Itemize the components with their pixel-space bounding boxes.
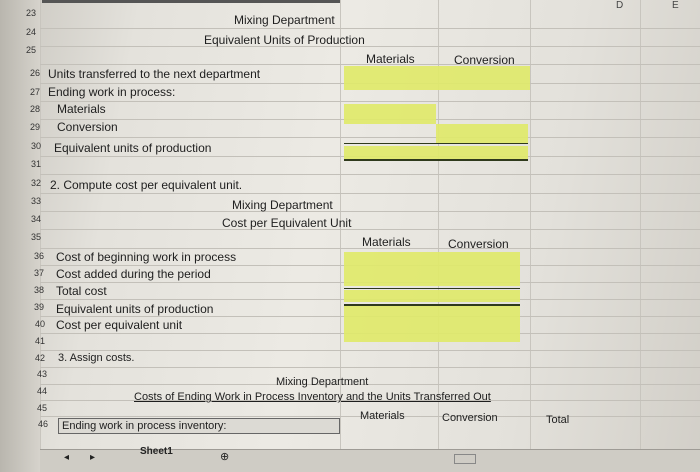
row-number[interactable]: 37 — [34, 268, 45, 278]
section2-materials-header: Materials — [362, 235, 411, 249]
sheet-tab-bar: ◂ ▸ Sheet1 ⊕ — [40, 446, 700, 472]
grid-hline — [40, 46, 700, 47]
row-label: Conversion — [57, 120, 118, 134]
grid-hline — [40, 367, 700, 368]
grid-hline — [40, 174, 700, 175]
grid-vline — [340, 0, 341, 472]
row-number[interactable]: 44 — [37, 386, 48, 396]
row-number-column — [0, 0, 40, 472]
row-number[interactable]: 30 — [31, 141, 42, 151]
row-number[interactable]: 41 — [35, 336, 46, 346]
row-number[interactable]: 42 — [35, 353, 46, 363]
grid-hline — [40, 384, 700, 385]
row-number[interactable]: 45 — [37, 403, 48, 413]
input-cell-ewip-conversion[interactable] — [436, 124, 528, 144]
total-underline — [344, 143, 528, 144]
row-number[interactable]: 35 — [31, 232, 42, 242]
input-cell-ewip-materials[interactable] — [344, 104, 436, 124]
grid-vline — [640, 0, 641, 472]
row-label: Equivalent units of production — [54, 141, 212, 155]
section1-subtitle: Equivalent Units of Production — [204, 33, 365, 47]
row-number[interactable]: 46 — [38, 419, 49, 429]
grid-vline — [40, 0, 41, 472]
row-number[interactable]: 25 — [26, 45, 37, 55]
total-cost-double-underline — [344, 304, 520, 306]
input-cells-total-cost[interactable] — [344, 290, 520, 302]
row-number[interactable]: 33 — [31, 196, 42, 206]
grid-hline — [40, 28, 700, 29]
row-number[interactable]: 26 — [30, 68, 41, 78]
row-label: Ending work in process: — [48, 85, 176, 99]
row-number[interactable]: 24 — [26, 27, 37, 37]
grid-hline — [40, 400, 700, 401]
row-label: Cost added during the period — [56, 267, 211, 281]
section2-title: Mixing Department — [232, 198, 333, 212]
section2-conversion-header: Conversion — [448, 237, 509, 251]
section1-conversion-header: Conversion — [454, 53, 515, 67]
grid-hline — [40, 211, 700, 212]
scrollbar-thumb[interactable] — [454, 454, 476, 464]
section1-title: Mixing Department — [234, 13, 335, 27]
grid-hline — [40, 350, 700, 351]
total-cost-underline — [344, 288, 520, 289]
row-label: Ending work in process inventory: — [62, 420, 227, 432]
row-number[interactable]: 34 — [31, 214, 42, 224]
section3-total-header: Total — [546, 414, 570, 426]
row-number[interactable]: 40 — [35, 319, 46, 329]
grid-hline — [40, 64, 700, 65]
row-number[interactable]: 27 — [30, 87, 41, 97]
row-label: Cost of beginning work in process — [56, 250, 237, 264]
row-label: Materials — [57, 102, 106, 116]
row-number[interactable]: 39 — [34, 302, 45, 312]
column-header-e[interactable]: E — [672, 0, 679, 11]
row-label: Equivalent units of production — [56, 302, 214, 316]
section3-title: Mixing Department — [276, 376, 369, 388]
input-cells-costs[interactable] — [344, 252, 520, 286]
section1-materials-header: Materials — [366, 52, 415, 66]
grid-hline — [40, 248, 700, 249]
row-number[interactable]: 36 — [34, 251, 45, 261]
grid-hline — [40, 229, 700, 230]
section2-subtitle: Cost per Equivalent Unit — [222, 216, 352, 230]
selected-cell-border — [42, 0, 340, 3]
row-number[interactable]: 29 — [30, 122, 41, 132]
row-number[interactable]: 38 — [34, 285, 45, 295]
column-header-d[interactable]: D — [616, 0, 624, 11]
grid-hline — [40, 193, 700, 194]
input-cells-units-transferred[interactable] — [344, 66, 530, 90]
selected-cell-46[interactable] — [58, 418, 340, 434]
sheet-tab[interactable]: Sheet1 — [140, 446, 173, 457]
row-label: Cost per equivalent unit — [56, 318, 183, 332]
grid-hline — [40, 137, 700, 138]
scroll-left-icon[interactable]: ◂ — [64, 452, 70, 463]
grid-hline — [40, 101, 700, 102]
section3-heading: 3. Assign costs. — [58, 352, 135, 364]
row-number[interactable]: 32 — [31, 178, 42, 188]
section3-subtitle: Costs of Ending Work in Process Inventor… — [134, 391, 491, 403]
row-number[interactable]: 31 — [31, 159, 42, 169]
section3-conversion-header: Conversion — [442, 412, 498, 424]
row-number[interactable]: 28 — [30, 104, 41, 114]
row-label: Total cost — [56, 284, 107, 298]
row-number[interactable]: 23 — [26, 8, 37, 18]
input-cells-equivalent-units[interactable] — [344, 146, 528, 160]
grid-hline — [40, 416, 700, 417]
section2-heading: 2. Compute cost per equivalent unit. — [50, 178, 243, 192]
row-number[interactable]: 43 — [37, 369, 48, 379]
scroll-right-icon[interactable]: ▸ — [90, 452, 96, 463]
section3-materials-header: Materials — [360, 410, 405, 422]
grid-vline — [438, 0, 439, 472]
double-underline — [344, 159, 528, 161]
input-cells-cost-per-unit[interactable] — [344, 306, 520, 342]
row-label: Units transferred to the next department — [48, 67, 261, 81]
grid-vline — [530, 0, 531, 472]
add-sheet-icon[interactable]: ⊕ — [220, 451, 230, 463]
